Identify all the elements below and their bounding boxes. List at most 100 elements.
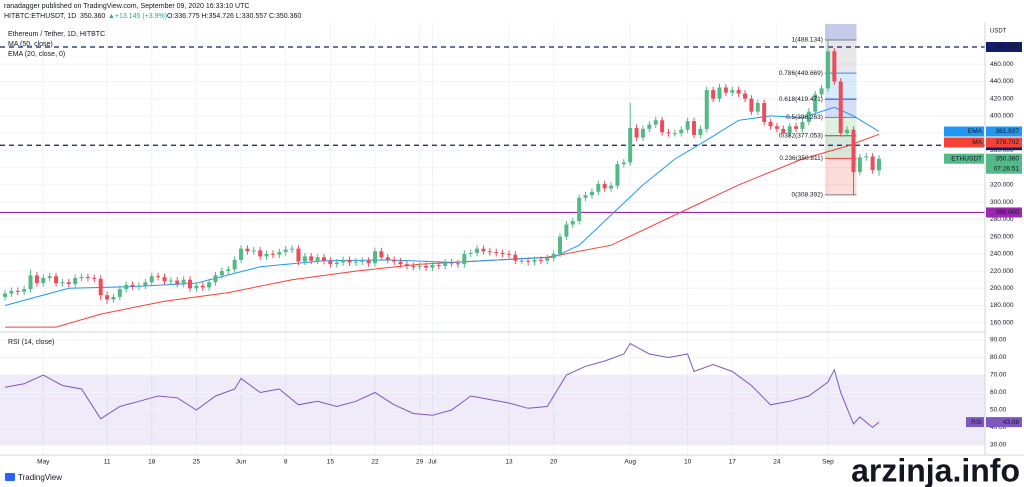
candle-body [302,256,307,262]
candle-body [315,257,320,261]
candle-body [417,265,422,267]
candle-body [105,295,110,300]
candle-body [379,251,384,258]
y-tick-label: 260.000 [990,233,1014,240]
x-tick-label: 18 [148,459,156,466]
candle-body [749,98,754,112]
header-line: HITBTC:ETHUSDT, 1D 350.360 ▲+13.145 (+3.… [4,13,301,20]
candle-body [290,248,295,250]
x-tick-label: Jun [236,459,247,466]
currency: USDT [990,29,1007,35]
y-tick-label: 220.000 [990,268,1014,275]
candle-body [691,121,696,135]
candle-body [736,90,741,94]
y-tick-label: 280.000 [990,216,1014,223]
candle-body [551,253,556,259]
candle-body [277,252,282,255]
x-tick-label: 29 [416,459,424,466]
date-range-highlight [824,24,857,40]
price-countdown: 07:26:51 [994,165,1020,172]
candle-body [92,277,97,279]
candle-body [621,162,626,165]
legend-ema: EMA (20, close, 0) [8,51,65,58]
candle-body [704,90,709,129]
candle-body [175,280,180,284]
symbol: HITBTC:ETHUSDT, 1D [4,13,76,20]
candle-body [85,277,90,279]
level-badge [986,42,1022,52]
candle-body [28,275,33,290]
price-value: 378.702 [996,139,1020,146]
y-tick-label: 420.000 [990,95,1014,102]
fib-label: 0.786(449.669) [779,70,823,77]
candle-body [47,276,52,278]
fib-band [824,39,857,74]
rsi-line [4,342,880,429]
badge-name-box [966,417,984,428]
candle-body [283,249,288,253]
rsi-badge [986,417,1022,428]
y-tick-label: 50.00 [990,407,1007,414]
candle-body [34,275,39,284]
candle-body [366,260,371,264]
y-tick-label: 180.000 [990,302,1014,309]
x-tick-label: 10 [684,459,692,466]
y-tick-label: 30.00 [990,442,1007,449]
candle-body [838,81,843,134]
badge-name: EMA [968,128,983,135]
x-tick-label: 11 [104,459,111,466]
candle-body [54,276,59,284]
logo-icon [5,473,15,481]
badge-name: RSI [971,419,982,426]
candle-body [685,121,690,130]
fib-label: 0.5(398.263) [786,114,823,121]
candle-body [219,271,224,276]
fib-label: 0.236(350.811) [779,155,823,162]
level-badge [986,207,1022,218]
y-tick-label: 360.000 [990,147,1014,154]
candle-body [194,285,199,289]
candle-body [347,259,352,263]
x-tick-label: 13 [505,459,513,466]
candle-body [730,90,735,93]
y-tick-label: 400.000 [990,113,1014,120]
candle-body [124,284,129,290]
candle-body [538,259,543,261]
candle-body [870,156,875,171]
candle-body [487,251,492,253]
candle-body [232,259,237,270]
candle-body [258,250,263,257]
y-tick-label: 70.00 [990,372,1007,379]
candle-body [615,164,620,186]
fib-label: 0(308.392) [792,192,823,199]
candle-body [3,293,7,297]
candle-body [15,290,20,292]
x-tick-label: 22 [371,459,379,466]
candle-body [832,51,837,82]
badge-name: ETHUSDT [951,155,982,162]
overlay: May 11 18 25 Jun 8 15 22 29 Jul 13 20 Aug 10 17 24 Sep 16… [37,37,1022,466]
x-tick-label: Jul [428,459,437,466]
y-tick-label: 460.000 [990,61,1014,68]
candle-body [545,258,550,261]
y-tick-label: 240.000 [990,251,1014,258]
ma-line [4,106,880,306]
candle-body [711,90,716,99]
badge-name: MA [972,139,982,146]
candle-body [245,248,250,252]
candle-body [73,277,78,284]
last: 350.360 [80,13,105,20]
candle-body [494,252,499,254]
badge-name-box [944,153,984,164]
y-tick-label: 300.000 [990,199,1014,206]
candle-body [79,277,84,279]
candle-body [449,262,454,264]
price-value: 381.937 [996,128,1020,135]
candle-body [583,195,588,198]
candle-body [851,129,856,172]
x-tick-label: Sep [822,459,834,466]
candle-body [762,103,767,122]
candle-body [672,133,677,135]
candle-body [781,128,786,134]
